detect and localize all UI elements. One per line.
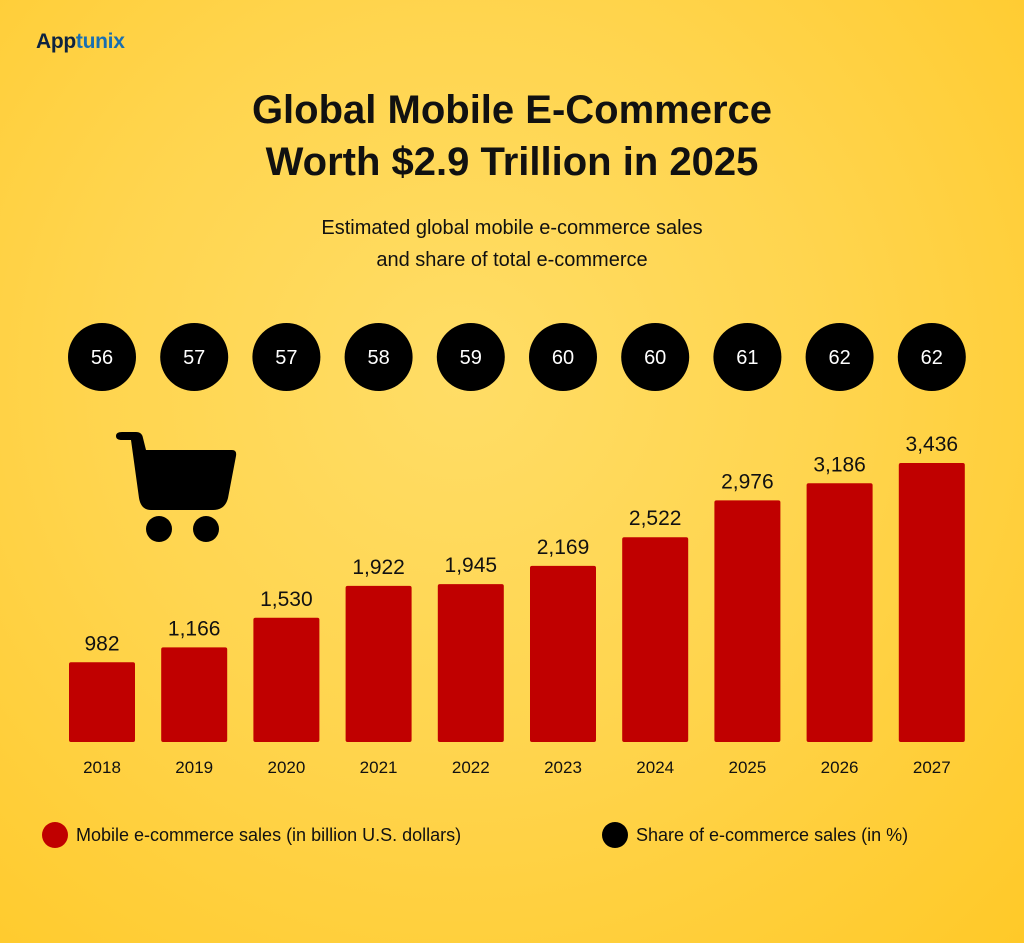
bar-2019 (161, 647, 228, 742)
share-circle-2027 (897, 323, 966, 391)
legend-swatch-red (42, 822, 68, 848)
bar-value-label: 3,186 (813, 453, 866, 476)
legend-swatch-black (602, 822, 628, 848)
share-value-label: 57 (275, 347, 297, 369)
share-circle-2026 (805, 323, 874, 391)
share-circle-2022 (436, 323, 505, 391)
x-tick-label: 2022 (452, 758, 490, 777)
x-tick-label: 2024 (636, 758, 674, 777)
bar-2023 (530, 565, 596, 742)
share-value-label: 58 (367, 347, 389, 369)
share-value-label: 62 (828, 347, 850, 369)
bar-2021 (345, 585, 412, 742)
bar-2024 (622, 537, 689, 742)
shopping-cart-icon (116, 432, 237, 542)
x-tick-label: 2025 (728, 758, 766, 777)
share-circle-2020 (252, 323, 321, 391)
x-tick-label: 2026 (821, 758, 859, 777)
chart-title: Global Mobile E-Commerce Worth $2.9 Trill… (251, 88, 773, 184)
x-tick-label: 2021 (360, 758, 398, 777)
apptunix-logo: Apptunix (36, 30, 125, 53)
share-value-label: 62 (921, 347, 943, 369)
legend-item-share: Share of e-commerce sales (in %) (602, 822, 908, 848)
bar-value-label: 3,436 (906, 433, 959, 456)
share-value-label: 61 (736, 347, 758, 369)
share-circle-2018 (68, 323, 136, 391)
share-circle-2021 (344, 323, 413, 391)
bar-value-label: 1,166 (168, 617, 221, 640)
bar-2018 (69, 662, 135, 742)
x-tick-label: 2018 (83, 758, 121, 777)
bar-2020 (253, 617, 320, 742)
bar-value-label: 1,922 (352, 556, 405, 579)
share-value-label: 56 (91, 347, 113, 369)
bar-value-label: 1,945 (445, 554, 498, 577)
x-tick-label: 2020 (267, 758, 305, 777)
bar-value-label: 2,169 (537, 536, 590, 559)
bar-2027 (898, 463, 965, 742)
bar-value-label: 1,530 (260, 588, 313, 611)
bar-2025 (714, 500, 781, 742)
x-tick-label: 2027 (913, 758, 951, 777)
bar-2026 (806, 483, 873, 742)
share-circle-2024 (621, 323, 690, 391)
bar-value-label: 982 (84, 632, 119, 655)
chart-subtitle: Estimated global mobile e-commerce sales… (321, 217, 703, 271)
bar-value-label: 2,976 (721, 470, 774, 493)
share-value-label: 59 (460, 347, 482, 369)
bar-2022 (437, 584, 504, 742)
x-tick-label: 2019 (175, 758, 213, 777)
share-value-label: 60 (644, 347, 666, 369)
x-tick-label: 2023 (544, 758, 582, 777)
share-circle-2023 (529, 323, 597, 391)
bar-value-label: 2,522 (629, 507, 682, 530)
share-value-label: 60 (552, 347, 574, 369)
share-circle-2025 (713, 323, 782, 391)
share-value-label: 57 (183, 347, 205, 369)
legend-item-sales: Mobile e-commerce sales (in billion U.S.… (42, 822, 461, 848)
share-circle-2019 (160, 323, 229, 391)
